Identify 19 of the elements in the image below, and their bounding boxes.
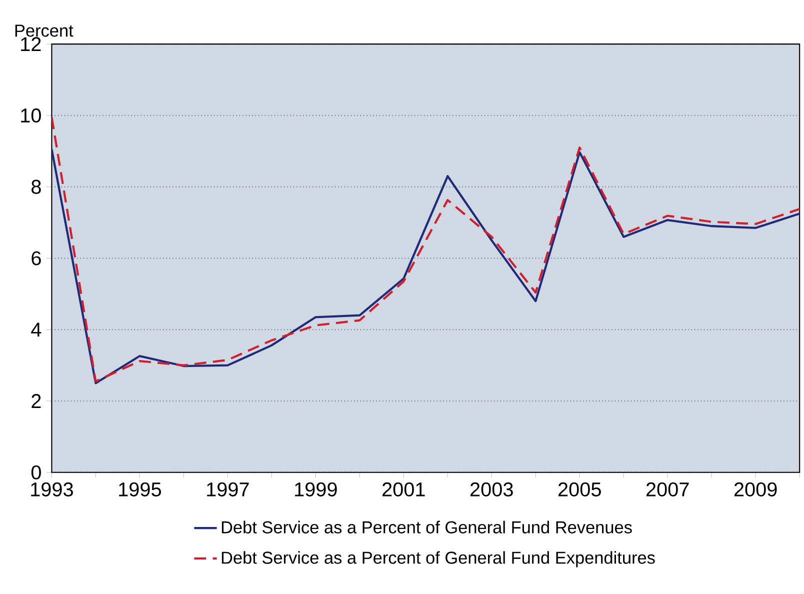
y-tick-label: 2 [32,394,41,408]
x-tick-label: 2009 [734,482,777,497]
y-axis-title: Percent [15,24,74,37]
x-tick-label: 1997 [207,482,249,497]
y-tick-label: 6 [32,251,41,266]
y-tick-label: 8 [32,180,41,194]
legend-label: Debt Service as a Percent of General Fund Revenues [222,520,632,534]
x-tick-label: 2001 [382,482,425,497]
legend-label: Debt Service as a Percent of General Fund Expenditures [222,551,655,568]
y-tick-label: 0 [31,465,41,480]
x-tick-label: 1995 [119,482,161,497]
x-tick-label: 1993 [31,482,73,497]
y-tick-label: 12 [21,37,41,52]
x-tick-label: 2003 [470,482,513,497]
x-tick-label: 1999 [295,482,337,497]
x-tick-label: 2007 [646,482,689,497]
x-tick-label: 2005 [558,482,601,497]
y-tick-label: 4 [31,322,42,337]
y-tick-label: 10 [21,108,41,123]
